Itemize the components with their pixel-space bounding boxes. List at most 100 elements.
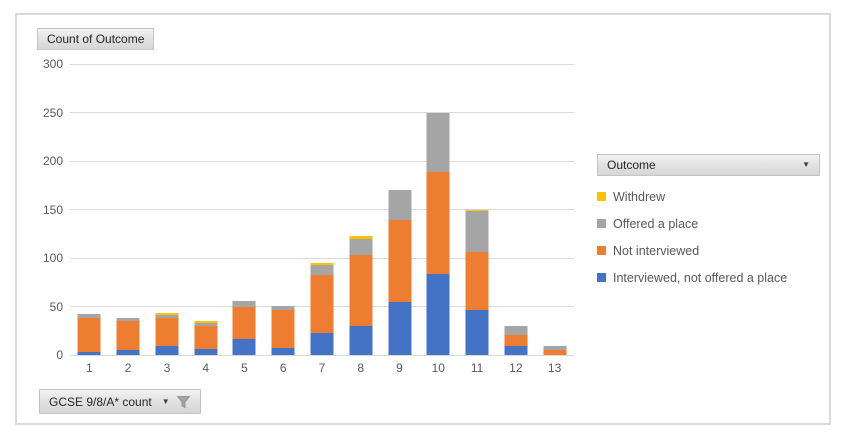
y-axis-label: 100 xyxy=(42,251,63,265)
bar-segment[interactable] xyxy=(310,264,334,275)
category-slot-2 xyxy=(109,64,148,355)
chevron-down-icon: ▼ xyxy=(161,396,170,406)
x-axis-label: 3 xyxy=(163,361,171,375)
x-axis-label: 11 xyxy=(470,361,484,375)
legend-item-label: Interviewed, not offered a place xyxy=(613,270,788,285)
gridline-100 xyxy=(70,257,574,259)
gridline-0 xyxy=(70,354,574,356)
legend-item[interactable]: Not interviewed xyxy=(597,237,837,264)
bar-segment[interactable] xyxy=(116,321,140,351)
bar-segment[interactable] xyxy=(426,112,450,172)
bar-segment[interactable] xyxy=(194,323,218,326)
category-slot-3 xyxy=(148,64,187,355)
stacked-bar-9 xyxy=(388,64,412,355)
bar-segment[interactable] xyxy=(155,315,179,319)
category-slot-12 xyxy=(496,64,535,355)
plot-area xyxy=(70,63,574,356)
bar-segment[interactable] xyxy=(388,190,412,221)
bar-segment[interactable] xyxy=(232,339,256,355)
bar-segment[interactable] xyxy=(271,305,295,311)
stacked-bar-5 xyxy=(232,64,256,355)
bar-segment[interactable] xyxy=(349,235,373,239)
x-axis-label: 7 xyxy=(318,361,326,375)
stacked-bar-12 xyxy=(504,64,528,355)
stacked-bar-13 xyxy=(543,64,567,355)
values-field-label: Count of Outcome xyxy=(47,32,145,46)
bar-segment[interactable] xyxy=(155,346,179,355)
chevron-down-icon: ▼ xyxy=(802,160,810,169)
bar-segment[interactable] xyxy=(543,350,567,355)
bar-segment[interactable] xyxy=(504,334,528,347)
bar-segment[interactable] xyxy=(465,209,489,211)
stacked-bar-6 xyxy=(271,64,295,355)
legend-swatch-icon xyxy=(597,219,606,228)
x-axis-label: 4 xyxy=(202,361,210,375)
values-field-button[interactable]: Count of Outcome xyxy=(37,28,155,50)
category-slot-1 xyxy=(70,64,109,355)
bar-segment[interactable] xyxy=(310,262,334,265)
y-axis-label: 0 xyxy=(56,348,63,362)
stacked-bar-3 xyxy=(155,64,179,355)
legend: Withdrew Offered a place Not interviewed In… xyxy=(597,183,837,291)
bar-segment[interactable] xyxy=(271,348,295,355)
bar-segment[interactable] xyxy=(194,349,218,355)
x-axis-label: 6 xyxy=(279,361,287,375)
y-axis-label: 300 xyxy=(42,57,63,71)
bar-segment[interactable] xyxy=(232,306,256,340)
bar-segment[interactable] xyxy=(349,255,373,326)
legend-swatch-icon xyxy=(597,246,606,255)
bar-segment[interactable] xyxy=(155,313,179,316)
legend-item[interactable]: Withdrew xyxy=(597,183,837,210)
legend-item-label: Not interviewed xyxy=(613,243,700,258)
legend-item[interactable]: Offered a place xyxy=(597,210,837,237)
x-axis-label: 12 xyxy=(509,361,523,375)
axis-field-label: GCSE 9/8/A* count xyxy=(49,394,152,409)
x-axis-label: 5 xyxy=(241,361,248,375)
bar-segment[interactable] xyxy=(77,314,101,319)
y-axis-label: 200 xyxy=(42,154,63,168)
bar-segment[interactable] xyxy=(426,171,450,274)
bar-segment[interactable] xyxy=(465,252,489,311)
stacked-bar-7 xyxy=(310,64,334,355)
y-axis-label: 50 xyxy=(49,299,63,314)
bar-segment[interactable] xyxy=(194,321,218,323)
category-slot-11 xyxy=(458,64,497,355)
bar-segment[interactable] xyxy=(465,310,489,355)
bar-segment[interactable] xyxy=(271,310,295,349)
bar-segment[interactable] xyxy=(388,220,412,302)
y-axis-label: 150 xyxy=(42,202,63,217)
stacked-bar-1 xyxy=(77,64,101,355)
bar-segment[interactable] xyxy=(465,210,489,253)
bar-segment[interactable] xyxy=(349,238,373,256)
stacked-bar-10 xyxy=(426,64,450,355)
bar-segment[interactable] xyxy=(504,325,528,335)
x-axis-label: 10 xyxy=(431,361,445,375)
category-slot-6 xyxy=(264,64,303,355)
gridline-200 xyxy=(70,160,574,162)
legend-item[interactable]: Interviewed, not offered a place xyxy=(597,264,837,291)
bar-segment[interactable] xyxy=(310,332,334,355)
filter-funnel-icon xyxy=(176,395,191,409)
bar-segment[interactable] xyxy=(77,352,101,355)
bar-segment[interactable] xyxy=(155,318,179,347)
category-slot-8 xyxy=(341,64,380,355)
bar-segment[interactable] xyxy=(116,318,140,322)
axis-field-button[interactable]: GCSE 9/8/A* count ▼ xyxy=(39,389,201,414)
bar-segment[interactable] xyxy=(426,273,450,355)
bar-segment[interactable] xyxy=(543,346,567,351)
bar-segment[interactable] xyxy=(349,325,373,355)
bar-segment[interactable] xyxy=(116,350,140,355)
bar-segment[interactable] xyxy=(77,318,101,353)
chart-area: Count of Outcome Outcome ▼ Withdrew Offer… xyxy=(15,13,831,425)
bar-segment[interactable] xyxy=(194,325,218,350)
category-slot-13 xyxy=(535,64,574,355)
bar-segment[interactable] xyxy=(310,274,334,333)
legend-swatch-icon xyxy=(597,192,606,201)
legend-field-button[interactable]: Outcome ▼ xyxy=(597,154,820,176)
gridline-300 xyxy=(70,63,574,65)
bar-segment[interactable] xyxy=(504,346,528,355)
bar-segment[interactable] xyxy=(232,300,256,307)
category-slot-9 xyxy=(380,64,419,355)
bar-segment[interactable] xyxy=(388,301,412,355)
gridline-250 xyxy=(70,112,574,113)
